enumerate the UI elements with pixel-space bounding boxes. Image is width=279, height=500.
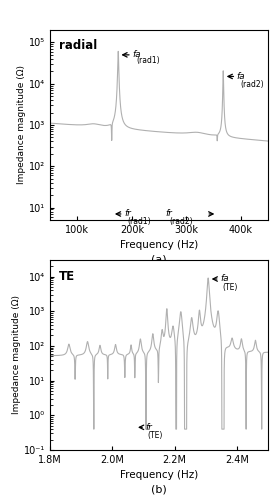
Y-axis label: Impedance magnitude (Ω): Impedance magnitude (Ω) xyxy=(12,296,21,414)
Text: (rad1): (rad1) xyxy=(136,56,160,66)
X-axis label: Frequency (Hz): Frequency (Hz) xyxy=(120,240,198,250)
Text: (TE): (TE) xyxy=(148,430,163,440)
Text: (rad2): (rad2) xyxy=(240,80,264,90)
Text: TE: TE xyxy=(59,270,75,282)
Text: fr: fr xyxy=(124,210,131,218)
Text: (rad1): (rad1) xyxy=(128,216,151,226)
Text: (b): (b) xyxy=(151,484,167,494)
Text: (TE): (TE) xyxy=(222,283,238,292)
Text: (rad2): (rad2) xyxy=(169,216,193,226)
Y-axis label: Impedance magnitude (Ω): Impedance magnitude (Ω) xyxy=(17,66,26,184)
Text: fr: fr xyxy=(146,423,153,432)
Text: (a): (a) xyxy=(151,254,167,264)
Text: fa: fa xyxy=(132,50,141,59)
X-axis label: Frequency (Hz): Frequency (Hz) xyxy=(120,470,198,480)
Text: fr: fr xyxy=(165,210,172,218)
Text: fa: fa xyxy=(220,274,229,283)
Text: radial: radial xyxy=(59,40,97,52)
Text: fa: fa xyxy=(237,72,246,81)
